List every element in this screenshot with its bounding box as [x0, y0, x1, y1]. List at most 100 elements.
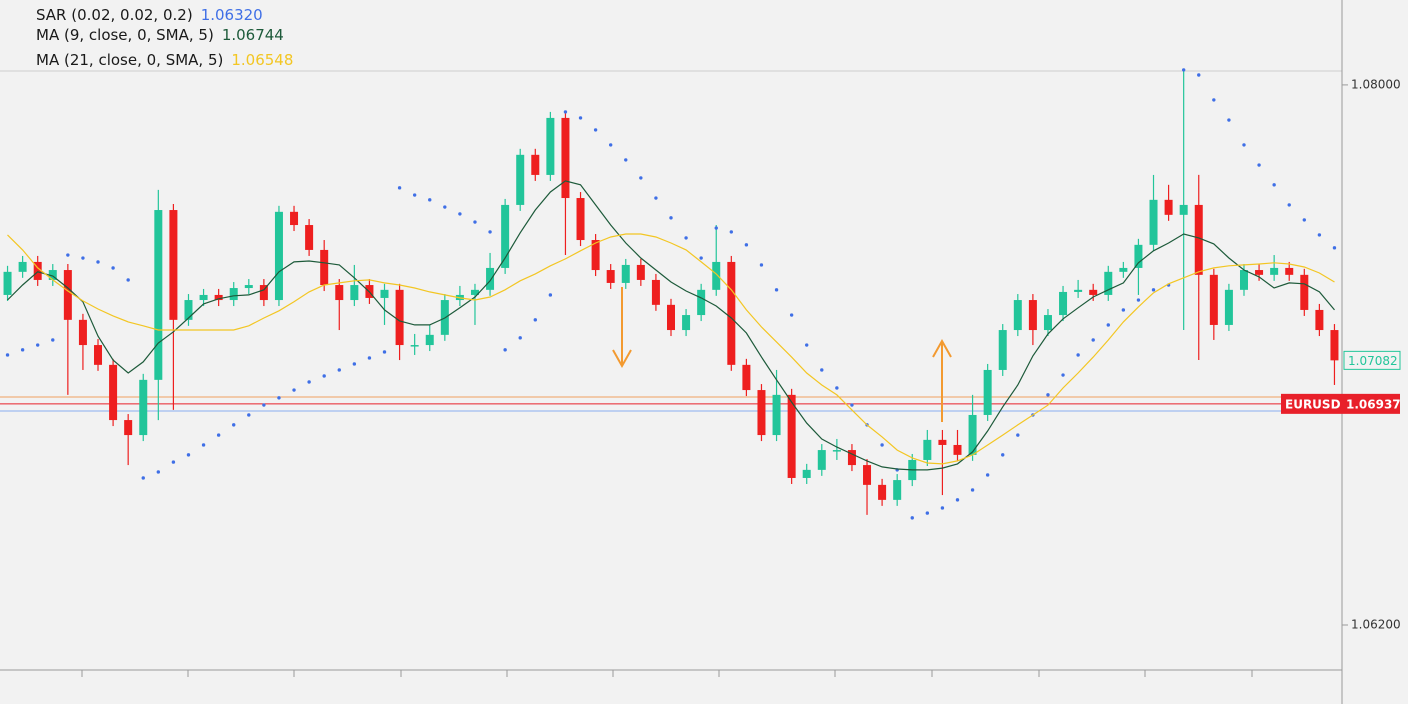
- sar-dot: [201, 443, 206, 447]
- sar-dot: [1197, 73, 1201, 77]
- candle-body: [395, 289, 404, 346]
- sar-dot: [1001, 453, 1005, 457]
- candle-body: [470, 289, 479, 295]
- bid-price: 1.06937: [1346, 397, 1401, 411]
- candle-body: [772, 394, 781, 436]
- sar-dot: [970, 488, 975, 492]
- candle-body: [847, 450, 856, 466]
- candle-body: [259, 285, 268, 301]
- sar-dot: [488, 230, 492, 234]
- sar-dot: [805, 343, 809, 347]
- annotation-arrows: [612, 287, 952, 422]
- sar-dot: [563, 110, 568, 114]
- candle-body: [878, 484, 887, 500]
- candle-body: [320, 249, 329, 286]
- sar-dot: [654, 196, 658, 200]
- sar-dot: [1242, 143, 1246, 147]
- candle-body: [787, 394, 796, 478]
- candle-body: [169, 210, 178, 320]
- candle-body: [742, 364, 751, 391]
- candle-body: [561, 117, 570, 199]
- sar-dot: [1076, 353, 1080, 357]
- candle-body: [682, 315, 691, 331]
- candle-body: [1224, 289, 1233, 325]
- candle-body: [1255, 270, 1264, 275]
- candle-body: [817, 450, 826, 470]
- candle-body: [983, 369, 992, 415]
- candle-body: [78, 319, 87, 346]
- candle-body: [3, 271, 12, 295]
- candle-body: [531, 154, 540, 175]
- sar-dot: [955, 498, 960, 502]
- sar-dot: [684, 236, 688, 240]
- candle-body: [486, 267, 495, 290]
- sar-dot: [1061, 373, 1065, 377]
- sar-dot: [593, 128, 598, 132]
- last-price-label: 1.07082: [1348, 354, 1398, 368]
- moving-average-line: [7, 233, 1335, 465]
- sar-dot: [322, 374, 326, 378]
- candle-body: [727, 261, 736, 365]
- legend-name: MA (9, close, 0, SMA, 5): [36, 26, 214, 44]
- candle-body: [697, 289, 706, 316]
- sar-dot: [639, 176, 643, 180]
- legend-entry: MA (21, close, 0, SMA, 5) 1.06548: [36, 51, 293, 69]
- candle-body: [350, 285, 359, 301]
- sar-dot: [1287, 203, 1291, 207]
- sar-dot: [774, 288, 779, 292]
- sar-dot: [277, 396, 281, 400]
- sar-dot: [473, 220, 477, 224]
- sar-dot: [51, 338, 55, 342]
- candle-body: [335, 285, 344, 301]
- candle-body: [998, 330, 1007, 370]
- candle-body: [199, 294, 208, 301]
- sar-dot: [729, 230, 734, 234]
- legend: SAR (0.02, 0.02, 0.2) 1.06320 MA (9, clos…: [36, 6, 293, 69]
- sar-dot: [744, 243, 749, 247]
- candle-body: [863, 465, 872, 485]
- candle-body: [1134, 244, 1143, 268]
- candle-body: [1013, 300, 1022, 331]
- sar-dot: [428, 198, 432, 202]
- candle-body: [214, 294, 223, 301]
- candle-body: [1059, 291, 1068, 316]
- legend-value: 1.06548: [231, 51, 293, 69]
- sar-dot: [35, 343, 40, 347]
- sar-dot: [337, 368, 341, 372]
- sar-dot: [759, 263, 764, 267]
- candle-body: [938, 439, 947, 445]
- candle-body: [1239, 270, 1248, 290]
- candle-body: [1300, 274, 1309, 310]
- sar-dot: [141, 476, 145, 480]
- candle-body: [94, 345, 103, 365]
- sar-dot: [1227, 118, 1231, 122]
- candle-body: [1179, 204, 1188, 215]
- sar-dot: [1257, 163, 1261, 167]
- candle-body: [802, 469, 811, 478]
- plot-area: [0, 68, 1342, 520]
- candle-body: [501, 204, 510, 268]
- sar-dot: [1046, 393, 1050, 397]
- sar-dot: [548, 293, 553, 297]
- candle-body: [290, 211, 299, 226]
- sar-dot: [1302, 218, 1307, 222]
- sar-dot: [20, 348, 25, 352]
- sar-dot: [1317, 233, 1322, 237]
- candle-body: [154, 210, 163, 380]
- sar-dot: [216, 433, 221, 437]
- candle-body: [18, 261, 27, 272]
- candle-body: [1104, 271, 1113, 295]
- candle-body: [1043, 315, 1052, 331]
- candle-body: [109, 364, 118, 421]
- bid-tag: [1281, 393, 1400, 414]
- candle-body: [305, 225, 314, 250]
- sar-dot: [925, 511, 930, 515]
- sar-dot: [850, 403, 854, 407]
- candle-body: [1149, 199, 1158, 245]
- candle-body: [576, 198, 585, 241]
- sar-dot: [940, 506, 945, 510]
- sar-dot: [1212, 98, 1216, 102]
- sar-dot: [292, 388, 296, 392]
